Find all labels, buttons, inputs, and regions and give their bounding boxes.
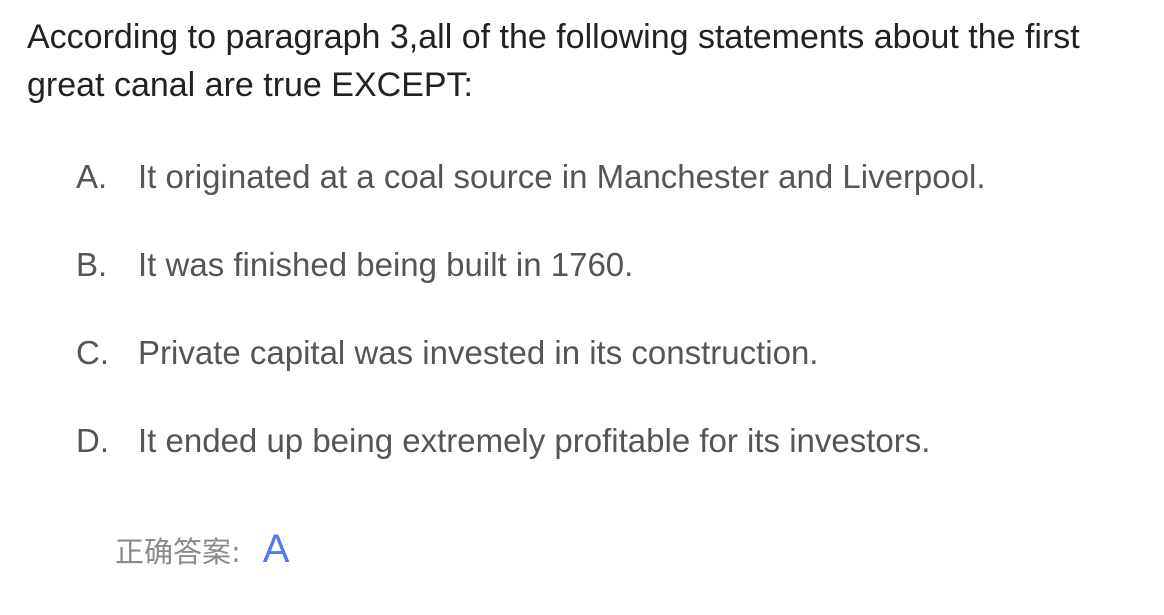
- option-c[interactable]: C. Private capital was invested in its c…: [76, 334, 986, 422]
- option-letter: D.: [76, 422, 109, 459]
- correct-answer-label: 正确答案:: [115, 535, 241, 569]
- options-list: A. It originated at a coal source in Man…: [76, 158, 986, 510]
- correct-answer-row: 正确答案: A: [115, 527, 289, 572]
- option-a[interactable]: A. It originated at a coal source in Man…: [76, 158, 986, 246]
- option-text: It was finished being built in 1760.: [138, 246, 634, 283]
- correct-answer-value: A: [262, 527, 290, 571]
- option-letter: A.: [76, 158, 108, 195]
- option-letter: C.: [76, 334, 109, 371]
- question-text: According to paragraph 3,all of the foll…: [27, 18, 1080, 104]
- option-letter: B.: [76, 246, 108, 283]
- option-d[interactable]: D. It ended up being extremely profitabl…: [76, 422, 986, 510]
- option-text: It ended up being extremely profitable f…: [138, 422, 931, 459]
- option-text: It originated at a coal source in Manche…: [138, 158, 986, 195]
- option-b[interactable]: B. It was finished being built in 1760.: [76, 246, 986, 334]
- option-text: Private capital was invested in its cons…: [138, 334, 819, 371]
